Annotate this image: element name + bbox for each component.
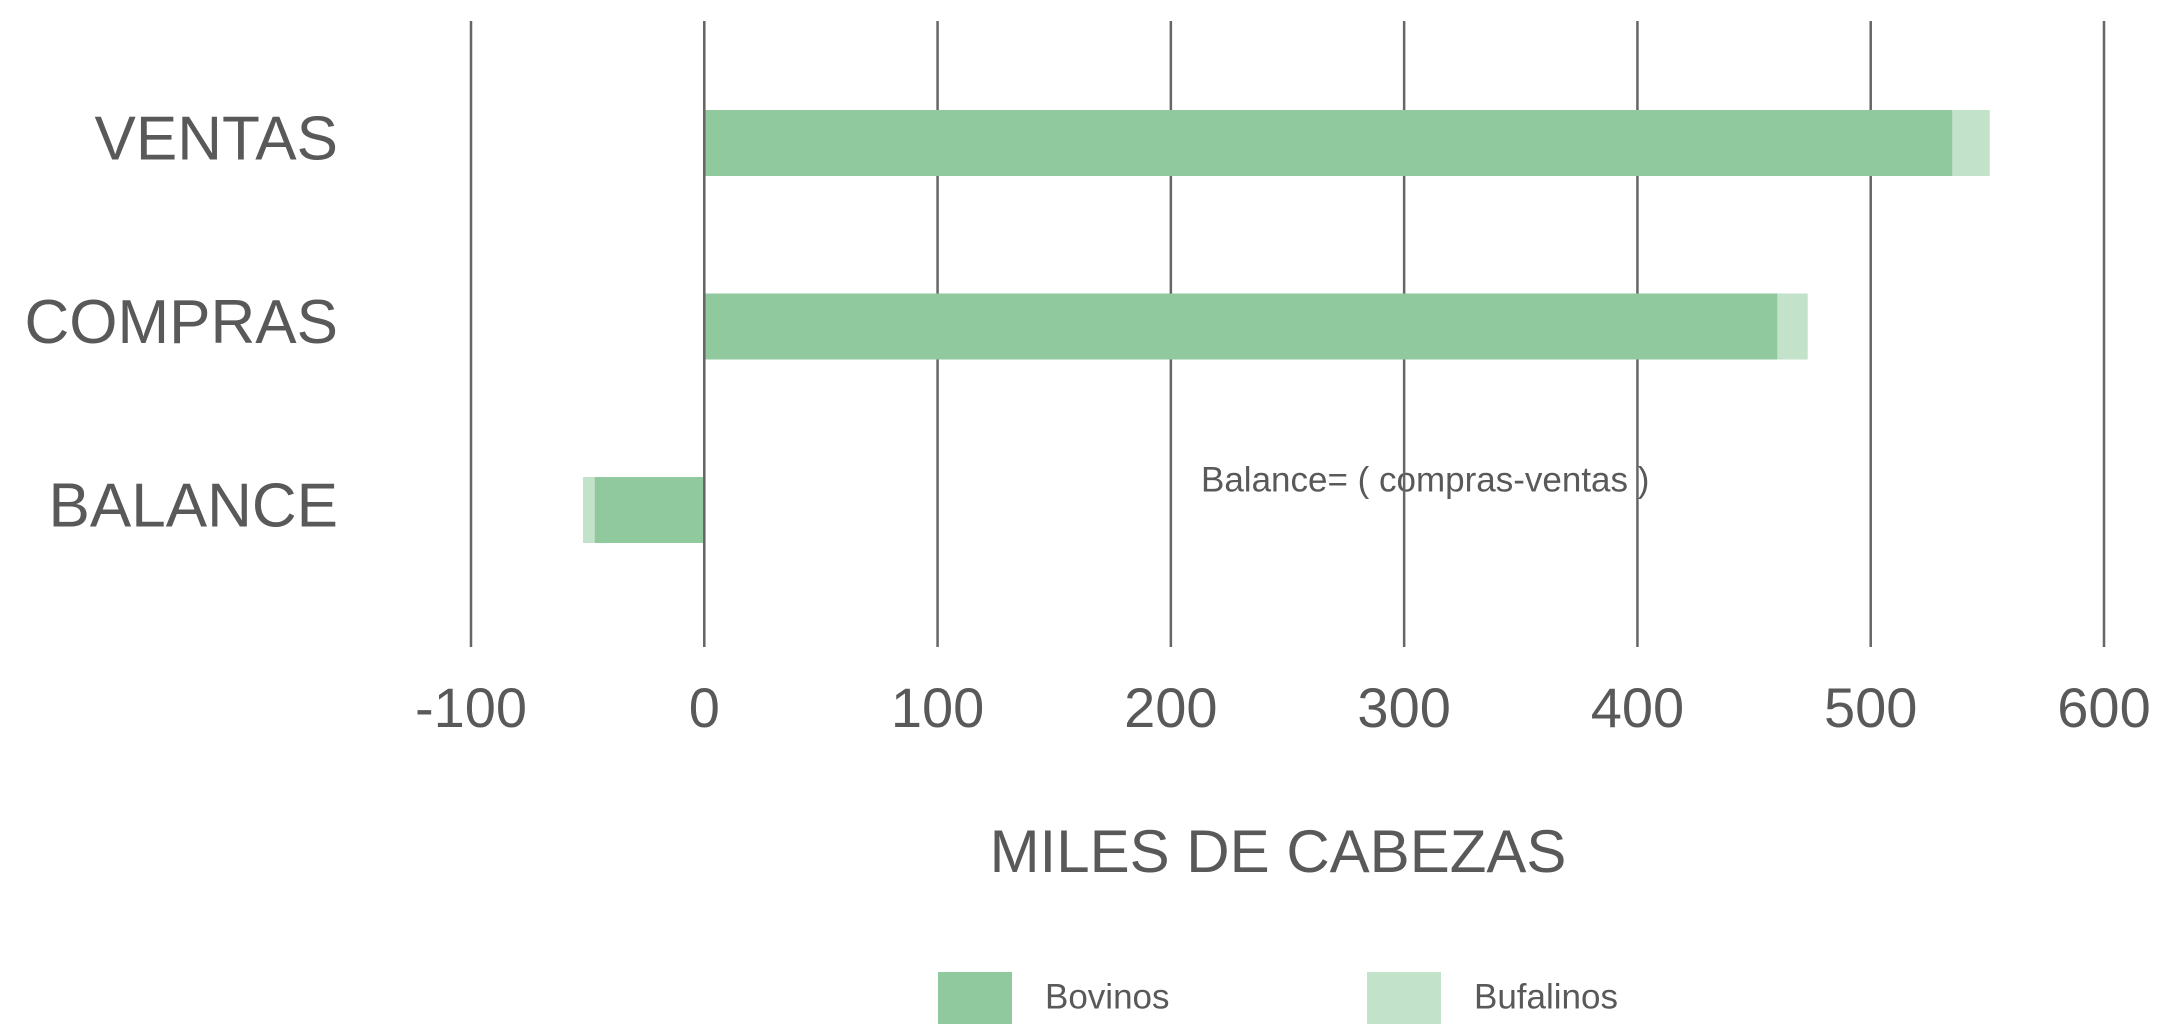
bar xyxy=(704,110,1953,176)
bar xyxy=(1777,293,1808,360)
annotation: Balance= ( compras-ventas ) xyxy=(1201,460,1649,499)
y-tick-label: COMPRAS xyxy=(25,288,338,357)
legend-swatch xyxy=(938,972,1012,1024)
bar xyxy=(1952,110,1990,176)
x-tick-label: 0 xyxy=(689,676,720,739)
y-tick-label: VENTAS xyxy=(95,104,338,173)
legend-swatch xyxy=(1367,972,1441,1024)
x-axis-title: MILES DE CABEZAS xyxy=(990,818,1567,885)
x-tick-label: 300 xyxy=(1357,676,1450,739)
x-tick-label: 200 xyxy=(1124,676,1217,739)
x-tick-label: 500 xyxy=(1824,676,1917,739)
y-tick-label: BALANCE xyxy=(49,471,338,540)
x-tick-label: 100 xyxy=(891,676,984,739)
x-tick-label: 600 xyxy=(2057,676,2150,739)
x-tick-label: -100 xyxy=(415,676,527,739)
legend-label: Bovinos xyxy=(1045,977,1170,1016)
bar xyxy=(582,477,595,543)
legend-label: Bufalinos xyxy=(1474,977,1618,1016)
x-tick-label: 400 xyxy=(1591,676,1684,739)
bar xyxy=(704,293,1778,360)
bar xyxy=(594,477,705,543)
